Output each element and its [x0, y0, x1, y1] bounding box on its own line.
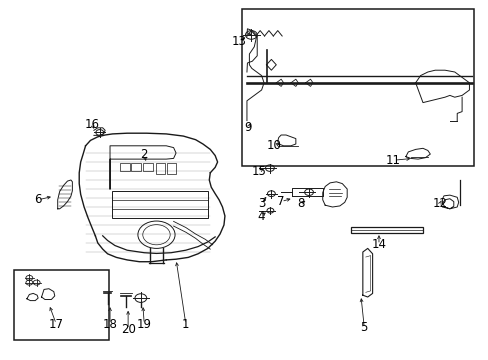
Text: 5: 5 [360, 321, 367, 334]
Text: 8: 8 [296, 197, 304, 210]
Bar [131, 163, 141, 171]
Bar [167, 163, 176, 174]
Text: 19: 19 [137, 318, 151, 330]
Text: 15: 15 [251, 165, 266, 177]
Text: 10: 10 [266, 139, 281, 152]
Text: 3: 3 [257, 197, 265, 210]
Text: 1: 1 [182, 318, 189, 330]
Bar [14, 270, 109, 340]
Text: 6: 6 [34, 193, 42, 206]
Text: 14: 14 [371, 238, 386, 251]
Bar [242, 9, 473, 166]
Bar [350, 227, 423, 233]
Text: 4: 4 [257, 210, 265, 222]
Bar [156, 163, 165, 174]
Text: 16: 16 [84, 118, 99, 131]
Text: 11: 11 [386, 154, 400, 167]
Text: 13: 13 [231, 35, 245, 48]
Text: 12: 12 [432, 197, 447, 210]
Text: 2: 2 [140, 148, 148, 161]
Text: 20: 20 [121, 323, 135, 336]
Bar [142, 163, 152, 171]
Text: 9: 9 [244, 121, 252, 134]
Bar [120, 163, 129, 171]
Bar [112, 191, 207, 218]
Text: 18: 18 [102, 318, 117, 330]
Text: 7: 7 [277, 195, 285, 208]
Text: 17: 17 [49, 318, 63, 330]
Polygon shape [362, 248, 372, 297]
